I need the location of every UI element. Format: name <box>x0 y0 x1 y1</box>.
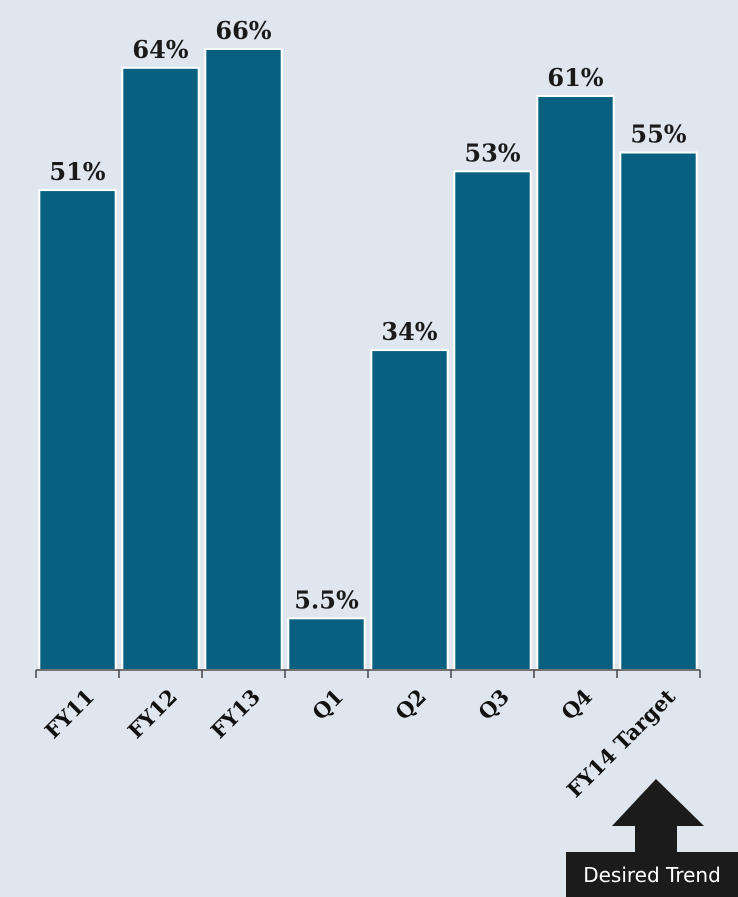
bars <box>38 48 698 672</box>
data-label-q2: 34% <box>381 317 437 346</box>
up-arrow-icon <box>612 779 704 852</box>
data-label-fy12: 64% <box>132 35 188 64</box>
bar-fy12 <box>121 66 200 672</box>
x-tick-label-fy11: FY11 <box>40 684 99 743</box>
x-tick-label-q2: Q2 <box>390 684 431 725</box>
data-label-q1: 5.5% <box>294 585 359 614</box>
x-tick-label-q3: Q3 <box>473 684 514 725</box>
data-label-fy14-target: 55% <box>630 120 686 149</box>
data-labels: 51% 64% 66% 5.5% 34% 53% 61% 55% <box>49 16 686 614</box>
x-tick-label-q4: Q4 <box>556 684 597 725</box>
desired-trend-box <box>566 852 738 897</box>
x-tick-label-fy13: FY13 <box>206 684 265 743</box>
x-tick-label-fy12: FY12 <box>123 684 182 743</box>
x-axis-ticks <box>35 670 701 678</box>
bar-q4 <box>536 95 615 671</box>
desired-trend-label: Desired Trend <box>583 863 721 887</box>
data-label-q4: 61% <box>547 63 603 92</box>
bar-q2 <box>370 349 449 671</box>
bar-fy11 <box>38 189 117 671</box>
bar-q1 <box>287 617 366 671</box>
data-label-q3: 53% <box>464 138 520 167</box>
x-tick-label-q1: Q1 <box>307 684 348 725</box>
desired-trend-annotation: Desired Trend <box>566 779 738 897</box>
data-label-fy11: 51% <box>49 157 105 186</box>
data-label-fy13: 66% <box>215 16 271 45</box>
bar-q3 <box>453 170 532 672</box>
bar-fy13 <box>204 48 283 671</box>
bar-fy14-target <box>619 151 698 671</box>
